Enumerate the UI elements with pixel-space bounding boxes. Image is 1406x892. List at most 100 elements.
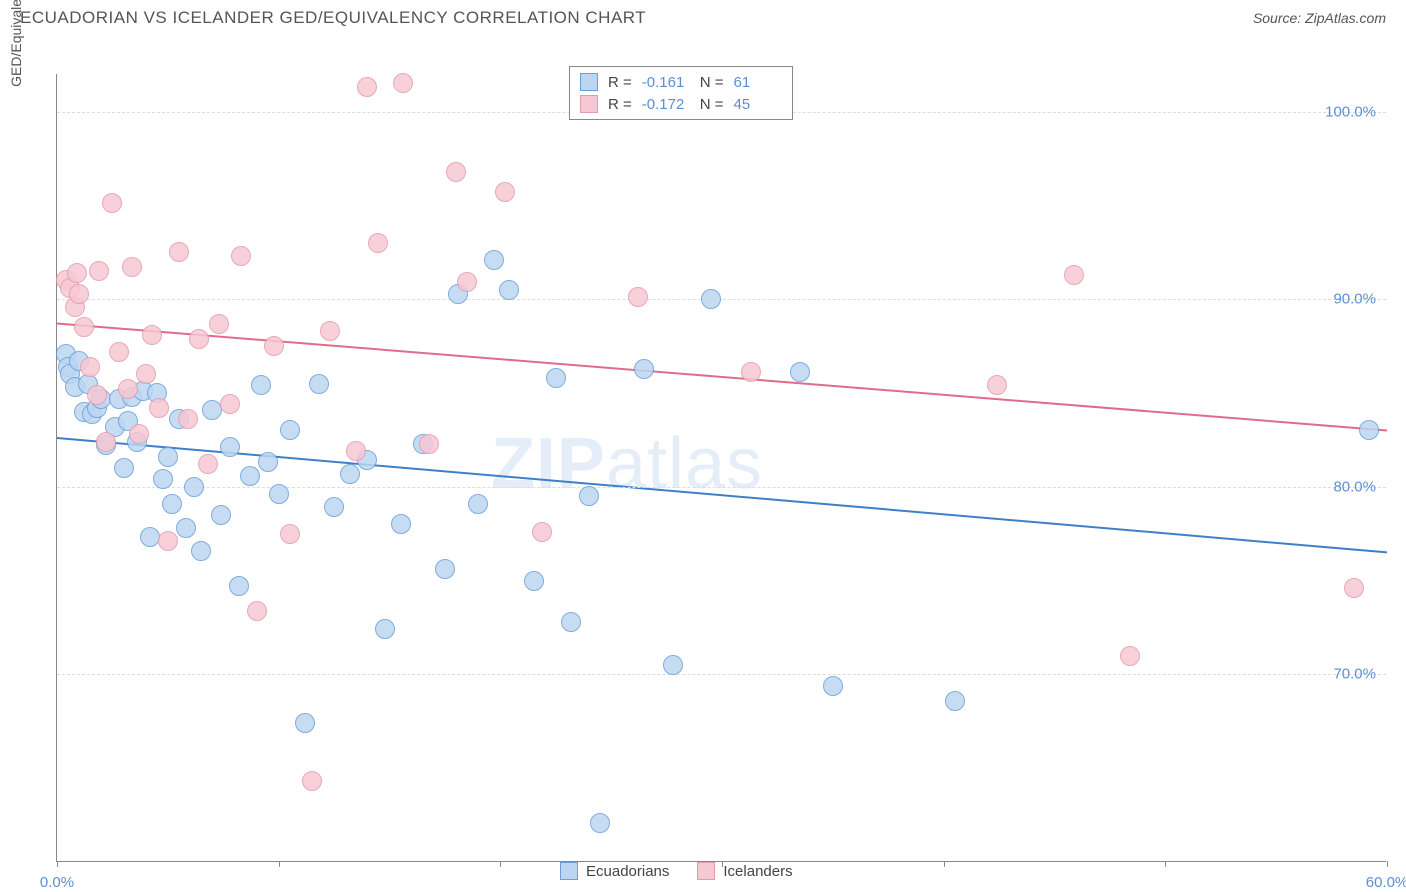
data-point	[346, 441, 366, 461]
data-point	[295, 713, 315, 733]
data-point	[229, 576, 249, 596]
legend-swatch	[580, 95, 598, 113]
data-point	[495, 182, 515, 202]
data-point	[87, 385, 107, 405]
data-point	[457, 272, 477, 292]
data-point	[579, 486, 599, 506]
data-point	[129, 424, 149, 444]
gridline	[57, 299, 1386, 300]
data-point	[158, 531, 178, 551]
data-point	[136, 364, 156, 384]
data-point	[162, 494, 182, 514]
data-point	[532, 522, 552, 542]
data-point	[178, 409, 198, 429]
data-point	[524, 571, 544, 591]
data-point	[987, 375, 1007, 395]
legend-row: R = -0.172 N = 45	[580, 93, 782, 115]
legend-r-value: -0.161	[642, 74, 690, 91]
data-point	[320, 321, 340, 341]
data-point	[324, 497, 344, 517]
y-tick-label: 70.0%	[1333, 666, 1376, 683]
data-point	[741, 362, 761, 382]
data-point	[231, 246, 251, 266]
legend-swatch	[560, 862, 578, 880]
data-point	[198, 454, 218, 474]
data-point	[419, 434, 439, 454]
y-axis-label: GED/Equivalency	[8, 0, 24, 87]
legend-series-name: Icelanders	[723, 863, 792, 880]
series-legend: Ecuadorians Icelanders	[560, 862, 793, 880]
data-point	[211, 505, 231, 525]
legend-n-value: 45	[734, 96, 782, 113]
data-point	[546, 368, 566, 388]
data-point	[357, 77, 377, 97]
legend-r-label: R =	[608, 74, 632, 91]
data-point	[1064, 265, 1084, 285]
legend-row: R =-0.161N =61	[580, 71, 782, 93]
data-point	[118, 379, 138, 399]
x-tick	[57, 861, 58, 867]
data-point	[628, 287, 648, 307]
data-point	[169, 242, 189, 262]
data-point	[484, 250, 504, 270]
legend-r-value: -0.172	[642, 96, 690, 113]
data-point	[823, 676, 843, 696]
x-tick	[500, 861, 501, 867]
data-point	[634, 359, 654, 379]
legend-entry: Icelanders	[697, 862, 792, 880]
data-point	[89, 261, 109, 281]
data-point	[80, 357, 100, 377]
data-point	[102, 193, 122, 213]
legend-series-name: Ecuadorians	[586, 863, 669, 880]
data-point	[191, 541, 211, 561]
y-tick-label: 90.0%	[1333, 291, 1376, 308]
legend-swatch	[697, 862, 715, 880]
data-point	[1120, 646, 1140, 666]
data-point	[663, 655, 683, 675]
data-point	[1359, 420, 1379, 440]
legend-n-label: N =	[700, 96, 724, 113]
data-point	[368, 233, 388, 253]
x-tick-label: 60.0%	[1366, 874, 1406, 891]
data-point	[1344, 578, 1364, 598]
legend-swatch	[580, 73, 598, 91]
data-point	[209, 314, 229, 334]
data-point	[945, 691, 965, 711]
source-label: Source: ZipAtlas.com	[1253, 10, 1386, 26]
x-tick	[1165, 861, 1166, 867]
data-point	[109, 342, 129, 362]
watermark-light: atlas	[606, 424, 763, 504]
data-point	[391, 514, 411, 534]
data-point	[251, 375, 271, 395]
data-point	[468, 494, 488, 514]
data-point	[561, 612, 581, 632]
chart-title: ECUADORIAN VS ICELANDER GED/EQUIVALENCY …	[20, 8, 646, 28]
data-point	[74, 317, 94, 337]
data-point	[790, 362, 810, 382]
data-point	[189, 329, 209, 349]
gridline	[57, 487, 1386, 488]
data-point	[340, 464, 360, 484]
gridline	[57, 674, 1386, 675]
legend-r-label: R =	[608, 96, 632, 113]
data-point	[69, 284, 89, 304]
data-point	[176, 518, 196, 538]
plot-area: ZIPatlas 70.0%80.0%90.0%100.0%0.0%60.0%	[56, 74, 1386, 862]
data-point	[184, 477, 204, 497]
data-point	[375, 619, 395, 639]
data-point	[240, 466, 260, 486]
data-point	[701, 289, 721, 309]
data-point	[220, 394, 240, 414]
data-point	[280, 524, 300, 544]
data-point	[435, 559, 455, 579]
data-point	[247, 601, 267, 621]
data-point	[140, 527, 160, 547]
data-point	[302, 771, 322, 791]
data-point	[393, 73, 413, 93]
legend-n-label: N =	[700, 74, 724, 91]
data-point	[309, 374, 329, 394]
x-tick-label: 0.0%	[40, 874, 74, 891]
watermark: ZIPatlas	[491, 423, 763, 505]
legend-entry: Ecuadorians	[560, 862, 669, 880]
y-tick-label: 100.0%	[1325, 103, 1376, 120]
